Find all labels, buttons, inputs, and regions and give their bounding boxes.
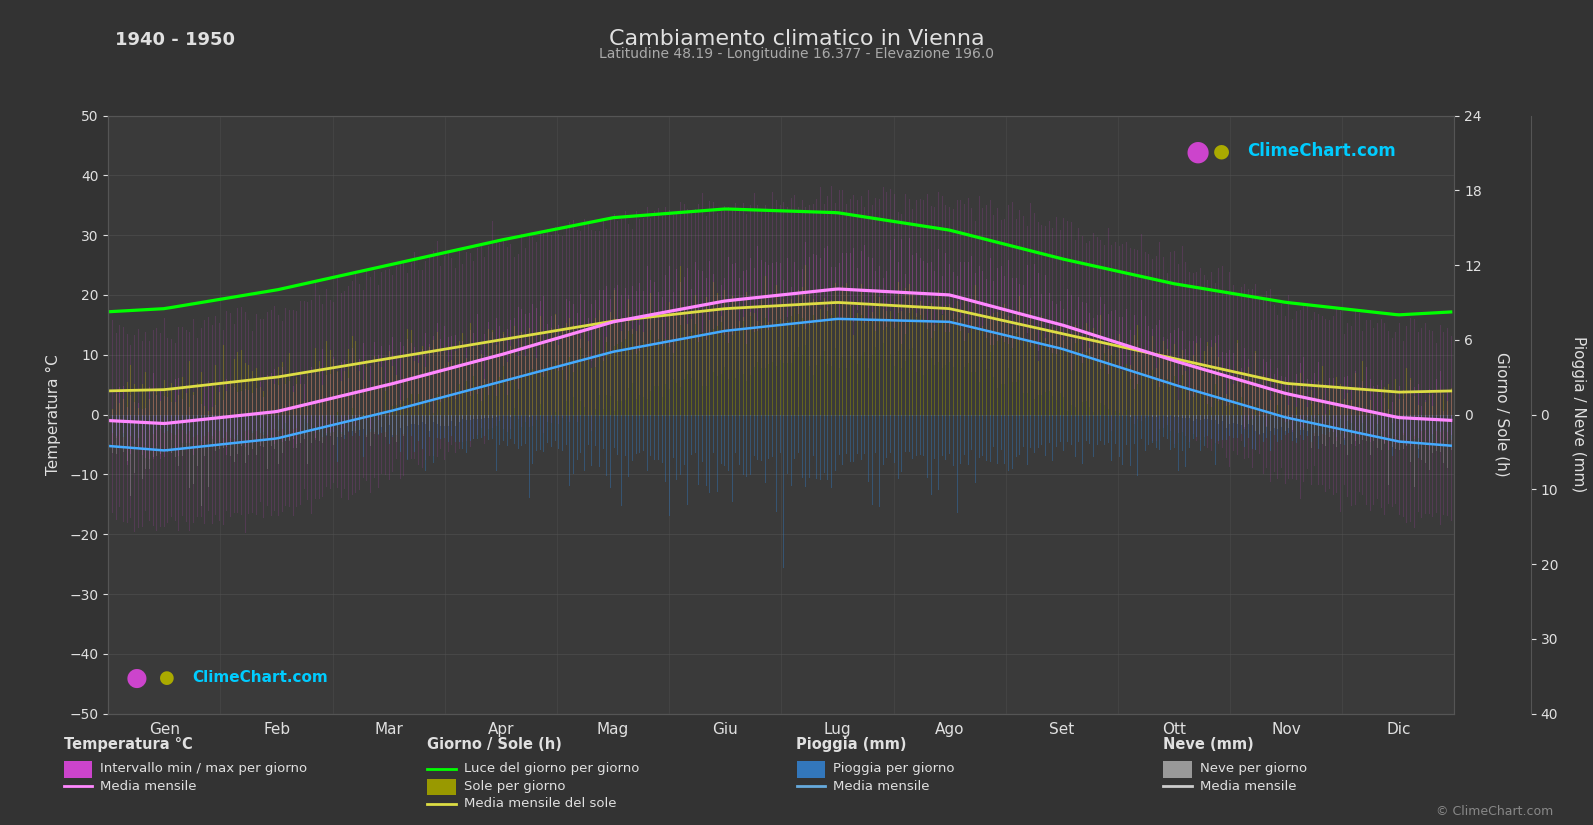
Y-axis label: Giorno / Sole (h): Giorno / Sole (h) (1494, 352, 1510, 477)
Text: Intervallo min / max per giorno: Intervallo min / max per giorno (100, 762, 307, 776)
Text: Pioggia (mm): Pioggia (mm) (796, 737, 906, 752)
Text: Media mensile: Media mensile (833, 780, 930, 793)
Text: Pioggia per giorno: Pioggia per giorno (833, 762, 954, 776)
Text: ClimeChart.com: ClimeChart.com (1247, 143, 1395, 160)
Text: ●: ● (1185, 138, 1209, 165)
Text: ●: ● (1214, 142, 1230, 161)
Text: Media mensile: Media mensile (1200, 780, 1297, 793)
Text: Sole per giorno: Sole per giorno (464, 780, 566, 793)
Text: © ClimeChart.com: © ClimeChart.com (1435, 805, 1553, 818)
Text: Latitudine 48.19 - Longitudine 16.377 - Elevazione 196.0: Latitudine 48.19 - Longitudine 16.377 - … (599, 47, 994, 61)
Text: ClimeChart.com: ClimeChart.com (193, 670, 328, 686)
Text: 1940 - 1950: 1940 - 1950 (115, 31, 234, 49)
Text: ●: ● (159, 669, 175, 686)
Text: Neve per giorno: Neve per giorno (1200, 762, 1306, 776)
Text: Giorno / Sole (h): Giorno / Sole (h) (427, 737, 562, 752)
Y-axis label: Pioggia / Neve (mm): Pioggia / Neve (mm) (1571, 337, 1587, 493)
Text: ●: ● (126, 666, 147, 690)
Text: Neve (mm): Neve (mm) (1163, 737, 1254, 752)
Text: Media mensile del sole: Media mensile del sole (464, 797, 616, 810)
Text: Temperatura °C: Temperatura °C (64, 737, 193, 752)
Text: Luce del giorno per giorno: Luce del giorno per giorno (464, 762, 639, 776)
Text: Media mensile: Media mensile (100, 780, 198, 793)
Y-axis label: Temperatura °C: Temperatura °C (46, 354, 61, 475)
Text: Cambiamento climatico in Vienna: Cambiamento climatico in Vienna (609, 29, 984, 49)
